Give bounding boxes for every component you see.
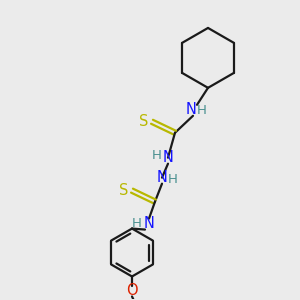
Text: N: N bbox=[144, 216, 154, 231]
Text: N: N bbox=[157, 170, 167, 185]
Text: O: O bbox=[126, 283, 138, 298]
Text: H: H bbox=[152, 149, 162, 162]
Text: H: H bbox=[168, 173, 178, 186]
Text: N: N bbox=[163, 150, 173, 165]
Text: H: H bbox=[132, 217, 142, 230]
Text: S: S bbox=[139, 114, 149, 129]
Text: S: S bbox=[119, 183, 129, 198]
Text: N: N bbox=[186, 102, 196, 117]
Text: H: H bbox=[197, 104, 207, 117]
